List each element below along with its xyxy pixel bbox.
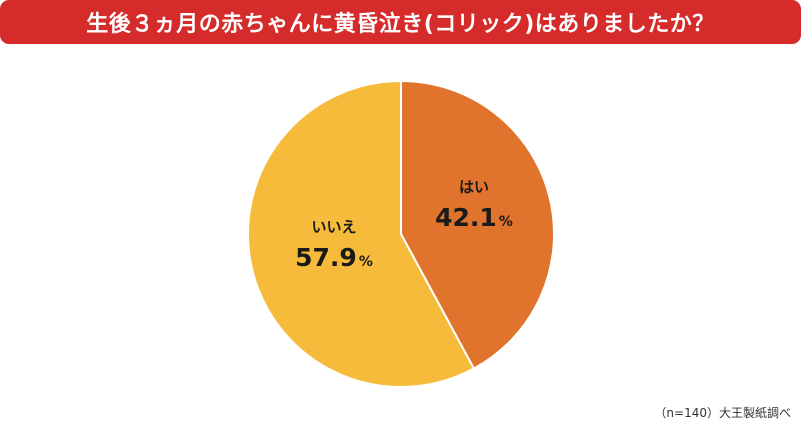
slice-value-1: 57.9% [295,243,373,272]
pie-slice-1 [247,79,476,388]
chart-title: 生後３ヵ月の赤ちゃんに黄昏泣き(コリック)はありましたか？ [86,12,715,37]
slice-label-1: いいえ [311,218,356,236]
slice-label-0: はい [459,178,489,196]
pie-slice-0 [400,79,555,370]
slice-value-0: 42.1% [435,203,513,232]
source-note: （n=140）大王製紙調べ [654,406,791,420]
title-banner: 生後３ヵ月の赤ちゃんに黄昏泣き(コリック)はありましたか？ [0,0,801,44]
